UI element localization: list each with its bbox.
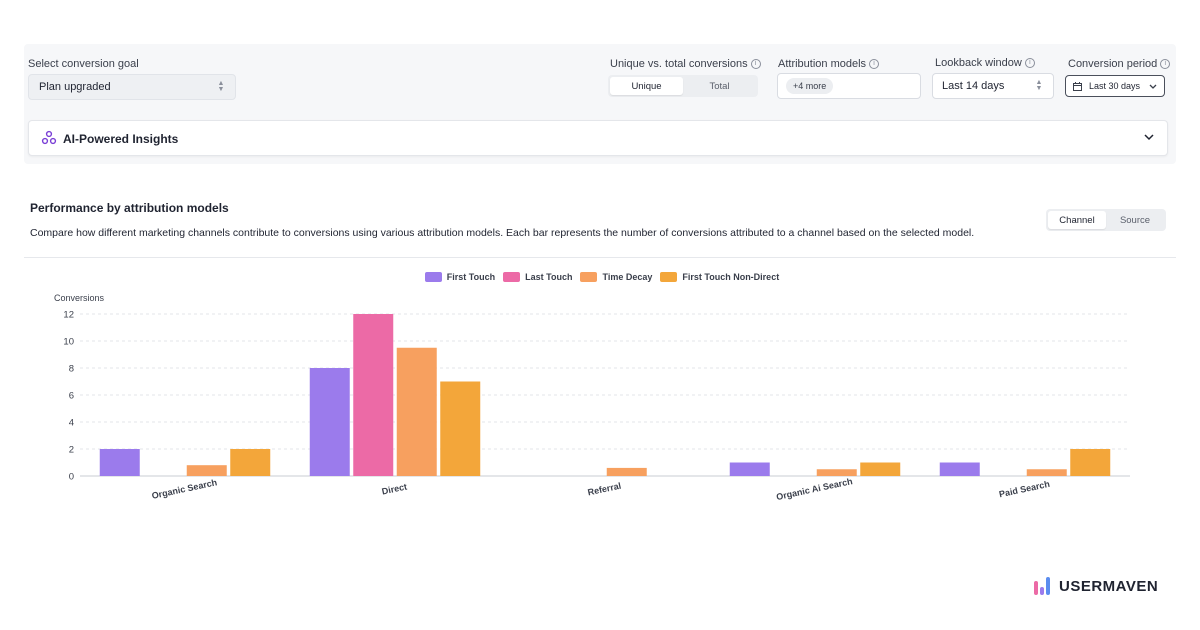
y-tick-label: 6 <box>69 391 74 402</box>
up-down-arrows-icon: ▲ ▼ <box>1035 79 1043 92</box>
y-tick-label: 2 <box>69 445 74 456</box>
bar <box>353 314 394 476</box>
ai-insights-panel[interactable]: AI-Powered Insights <box>28 120 1168 156</box>
conversion-goal-group: Select conversion goal <box>28 57 139 71</box>
legend-item[interactable]: First Touch Non-Direct <box>660 272 779 282</box>
bar <box>1070 449 1111 476</box>
conversion-period-group: Conversion period i <box>1068 57 1171 71</box>
bar <box>939 462 980 476</box>
section-divider <box>24 257 1176 258</box>
unique-total-toggle: Unique Total <box>608 75 758 97</box>
x-tick-label: Organic Ai Search <box>775 476 853 502</box>
legend-swatch <box>503 272 521 282</box>
section-description: Compare how different marketing channels… <box>30 227 975 239</box>
conversion-goal-select[interactable]: Plan upgraded ▲ ▼ <box>28 74 236 100</box>
attribution-bar-chart: Conversions 0 2 4 6 8 10 12 Organic Search Direct… <box>54 293 1130 502</box>
usermaven-logo-icon <box>1034 577 1050 595</box>
bar <box>440 381 481 476</box>
legend-swatch <box>660 272 678 282</box>
up-down-arrows-icon: ▲ ▼ <box>217 80 225 93</box>
legend-label: Time Decay <box>602 272 653 282</box>
info-icon[interactable]: i <box>1024 58 1035 68</box>
section-title: Performance by attribution models <box>30 201 229 215</box>
bar <box>309 368 350 476</box>
unique-option[interactable]: Unique <box>610 77 683 95</box>
lookback-select[interactable]: Last 14 days ▲ ▼ <box>932 73 1054 99</box>
usermaven-logo: USERMAVEN <box>1034 577 1158 595</box>
legend-item[interactable]: First Touch <box>424 272 496 282</box>
ai-insights-title: AI-Powered Insights <box>63 132 179 146</box>
attribution-models-group: Attribution models i <box>778 57 880 71</box>
bar <box>1026 469 1067 476</box>
bar <box>606 467 647 476</box>
chart-legend: First Touch Last Touch Time Decay First … <box>0 272 1200 282</box>
bar <box>816 469 857 476</box>
info-icon[interactable]: i <box>750 59 761 69</box>
chevron-down-icon <box>1149 84 1157 89</box>
brand-name: USERMAVEN <box>1059 577 1159 595</box>
bar <box>186 465 227 476</box>
legend-label: First Touch <box>446 272 496 282</box>
x-tick-label: Referral <box>587 481 622 498</box>
channel-view-option[interactable]: Channel <box>1048 211 1106 229</box>
conversion-period-select[interactable]: Last 30 days <box>1065 75 1165 97</box>
lookback-label: Lookback window <box>935 57 1022 69</box>
attribution-models-select[interactable]: +4 more <box>777 73 921 99</box>
x-tick-label: Direct <box>381 482 408 497</box>
info-icon[interactable]: i <box>869 59 880 69</box>
bar <box>396 347 437 476</box>
legend-swatch <box>580 272 598 282</box>
total-option[interactable]: Total <box>709 80 730 92</box>
conversion-period-label: Conversion period <box>1068 58 1158 70</box>
view-toggle: Channel Source <box>1046 209 1166 231</box>
legend-item[interactable]: Time Decay <box>580 272 652 282</box>
y-tick-label: 4 <box>69 418 74 429</box>
y-axis-label: Conversions <box>54 293 105 303</box>
x-tick-label: Paid Search <box>998 479 1050 499</box>
legend-label: First Touch Non-Direct <box>682 272 780 282</box>
y-tick-label: 8 <box>69 364 74 375</box>
bar <box>230 449 271 476</box>
source-view-option[interactable]: Source <box>1119 214 1151 226</box>
filter-panel: Select conversion goal Plan upgraded ▲ ▼ … <box>24 44 1176 164</box>
more-models-chip[interactable]: +4 more <box>786 78 834 94</box>
legend-item[interactable]: Last Touch <box>503 272 572 282</box>
bar <box>99 449 140 476</box>
bar <box>860 462 901 476</box>
attribution-models-label: Attribution models <box>778 58 867 70</box>
bar <box>729 462 770 476</box>
y-tick-label: 10 <box>63 337 74 348</box>
info-icon[interactable]: i <box>1160 59 1171 69</box>
lookback-value: Last 14 days <box>942 80 1005 92</box>
x-tick-label: Organic Search <box>151 477 218 501</box>
unique-total-label: Unique vs. total conversions <box>610 58 748 70</box>
legend-swatch <box>424 272 442 282</box>
chevron-down-icon[interactable] <box>1143 131 1155 143</box>
calendar-icon <box>1073 82 1082 91</box>
ai-sparkle-icon <box>41 130 57 145</box>
lookback-group: Lookback window i <box>935 56 1035 70</box>
conversion-goal-value: Plan upgraded <box>39 81 111 93</box>
y-tick-label: 12 <box>63 310 74 321</box>
y-tick-label: 0 <box>69 472 74 483</box>
unique-total-group: Unique vs. total conversions i <box>610 57 761 71</box>
conversion-goal-label: Select conversion goal <box>28 58 139 70</box>
legend-label: Last Touch <box>525 272 573 282</box>
conversion-period-value: Last 30 days <box>1089 81 1141 91</box>
